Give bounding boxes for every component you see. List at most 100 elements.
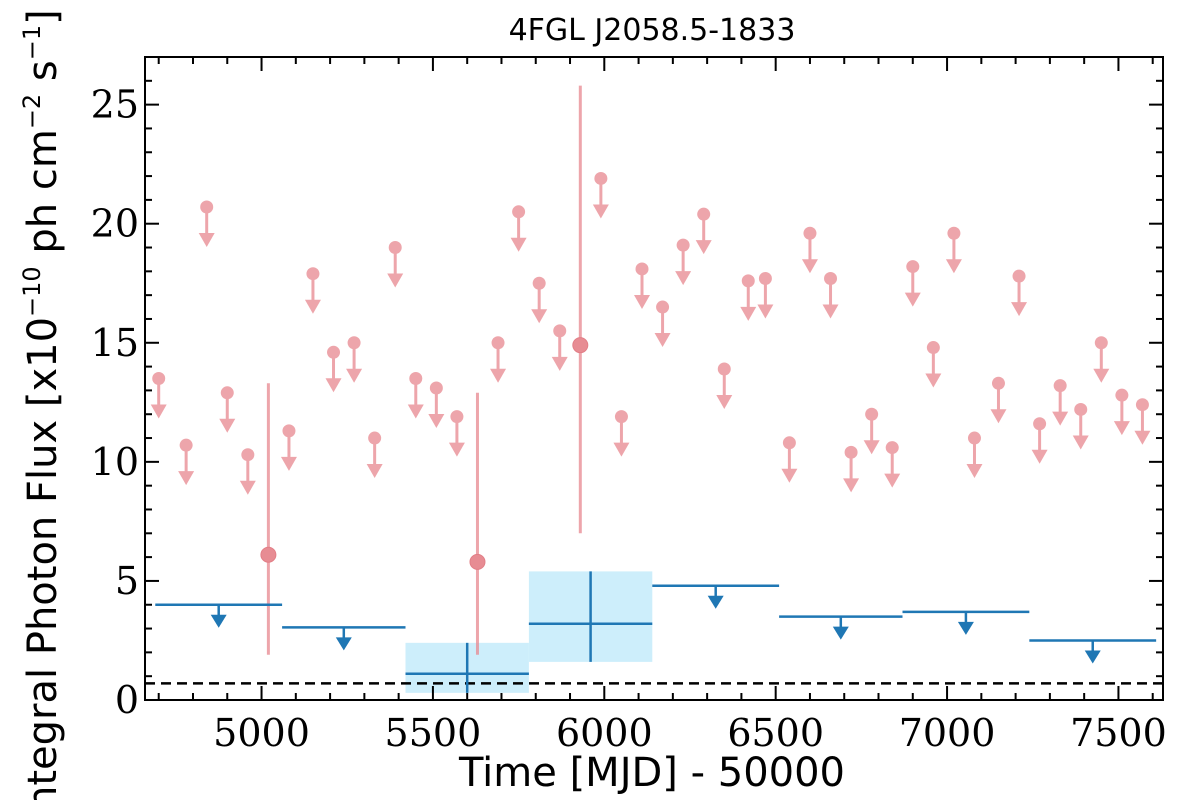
ul-arrow <box>843 478 860 493</box>
monthly-upper-limit <box>925 341 942 388</box>
ul-arrow <box>695 240 712 255</box>
ul-arrow <box>531 309 548 324</box>
yearly-detection <box>405 642 529 693</box>
ul-marker <box>512 205 526 219</box>
yearly-upper-limit <box>282 626 406 651</box>
ul-arrow <box>490 368 507 383</box>
ul-arrow <box>239 480 256 495</box>
ul-arrow <box>822 304 839 319</box>
ul-marker <box>676 238 690 252</box>
ul-marker <box>697 207 711 221</box>
ul-marker <box>152 372 166 385</box>
ul-arrow <box>510 237 527 252</box>
detection-marker <box>469 553 486 570</box>
ul-arrow <box>654 333 671 348</box>
yearly-ul-arrow <box>832 626 849 640</box>
monthly-upper-limit <box>801 226 818 274</box>
ul-marker <box>409 372 423 385</box>
monthly-upper-limit <box>448 410 465 457</box>
monthly-upper-limit <box>1011 269 1028 317</box>
x-tick-label: 7500 <box>1070 711 1167 755</box>
ul-arrow <box>551 356 568 371</box>
monthly-upper-limit <box>387 241 404 288</box>
ul-marker <box>1094 336 1108 350</box>
ul-marker <box>429 381 443 395</box>
ul-marker <box>717 362 731 376</box>
ul-arrow <box>198 233 215 248</box>
ul-arrow <box>1113 421 1130 436</box>
ul-arrow <box>863 440 880 455</box>
monthly-upper-limit <box>613 410 630 457</box>
ul-marker <box>635 262 649 276</box>
monthly-upper-limit <box>1031 417 1048 464</box>
x-tick-label: 6000 <box>556 711 653 755</box>
monthly-upper-limit <box>781 436 798 483</box>
detection-marker <box>572 337 589 354</box>
ul-marker <box>282 424 296 438</box>
ul-arrow <box>1031 449 1048 464</box>
ul-marker <box>926 341 940 355</box>
ul-arrow <box>757 304 774 319</box>
monthly-upper-limit <box>198 200 215 248</box>
monthly-upper-limit <box>822 271 839 319</box>
ul-arrow <box>613 442 630 457</box>
ul-arrow <box>178 471 195 486</box>
plot-frame <box>144 56 1164 701</box>
ul-marker <box>824 271 838 285</box>
ul-marker <box>179 438 193 452</box>
yearly-points <box>155 571 1157 693</box>
yearly-upper-limit <box>652 584 780 609</box>
monthly-upper-limit <box>325 345 342 393</box>
ul-marker <box>1074 402 1088 416</box>
ul-arrow <box>387 273 404 288</box>
ul-marker <box>656 300 670 314</box>
yearly-ul-arrow <box>957 621 974 635</box>
ul-arrow <box>801 259 818 274</box>
ul-arrow <box>428 414 445 429</box>
monthly-upper-limit <box>1072 402 1089 450</box>
monthly-upper-limit <box>239 448 256 495</box>
y-tick-label: 0 <box>115 678 139 722</box>
x-tick-label: 5500 <box>385 711 482 755</box>
monthly-points <box>150 85 1151 655</box>
monthly-upper-limit <box>407 372 424 419</box>
x-tick-label: 5000 <box>213 711 310 755</box>
ul-arrow <box>1093 368 1110 383</box>
monthly-upper-limit <box>863 407 880 455</box>
ul-marker <box>220 386 234 400</box>
ul-arrow <box>925 373 942 388</box>
ul-marker <box>450 410 464 424</box>
monthly-upper-limit <box>219 386 236 433</box>
y-axis-label: Integral Photon Flux [x10−10 ph cm−2 s−1… <box>18 9 66 800</box>
yearly-ul-arrow <box>1084 650 1101 664</box>
monthly-upper-limit <box>531 276 548 324</box>
ul-arrow <box>366 464 383 479</box>
monthly-upper-limit <box>654 300 671 348</box>
monthly-upper-limit <box>757 271 774 319</box>
ul-marker <box>741 274 755 288</box>
monthly-upper-limit <box>843 445 860 493</box>
monthly-upper-limit <box>695 207 712 255</box>
ul-arrow <box>945 259 962 274</box>
ul-marker <box>327 345 341 359</box>
ul-marker <box>241 448 255 462</box>
ul-arrow <box>280 456 297 471</box>
monthly-upper-limit <box>490 336 507 383</box>
yearly-upper-limit <box>155 603 283 628</box>
monthly-upper-limit <box>304 267 321 314</box>
monthly-upper-limit <box>1093 336 1110 383</box>
ul-arrow <box>150 404 167 419</box>
ul-arrow <box>448 442 465 457</box>
ul-arrow <box>346 368 363 383</box>
ul-marker <box>1135 398 1149 412</box>
y-tick-label: 15 <box>91 321 139 365</box>
yearly-ul-arrow <box>335 637 352 651</box>
y-tick-label: 5 <box>115 559 139 603</box>
y-tick-label: 10 <box>91 440 139 484</box>
ul-marker <box>594 171 608 185</box>
ul-marker <box>1033 417 1047 431</box>
ul-marker <box>1115 388 1129 402</box>
monthly-upper-limit <box>1052 379 1069 426</box>
monthly-detection <box>572 85 589 534</box>
